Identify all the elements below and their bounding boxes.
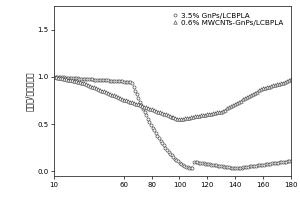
Line: 3.5% GnPs/LCBPLA: 3.5% GnPs/LCBPLA — [52, 75, 292, 170]
Y-axis label: 电导率/起始电导率: 电导率/起始电导率 — [26, 71, 34, 111]
0.6% MWCNTs-GnPs/LCBPLA — [178, 118, 181, 121]
0.6% MWCNTs-GnPs/LCBPLA — [52, 76, 56, 78]
0.6% MWCNTs-GnPs/LCBPLA — [102, 90, 106, 93]
3.5% GnPs/LCBPLA — [176, 160, 180, 163]
Line: 0.6% MWCNTs-GnPs/LCBPLA: 0.6% MWCNTs-GnPs/LCBPLA — [52, 75, 293, 121]
3.5% GnPs/LCBPLA — [130, 82, 134, 84]
0.6% MWCNTs-GnPs/LCBPLA — [283, 81, 287, 83]
0.6% MWCNTs-GnPs/LCBPLA — [218, 111, 221, 113]
0.6% MWCNTs-GnPs/LCBPLA — [242, 98, 245, 101]
3.5% GnPs/LCBPLA — [216, 164, 220, 167]
0.6% MWCNTs-GnPs/LCBPLA — [116, 96, 119, 98]
3.5% GnPs/LCBPLA — [233, 167, 237, 170]
Legend: 3.5% GnPs/LCBPLA, 0.6% MWCNTs-GnPs/LCBPLA: 3.5% GnPs/LCBPLA, 0.6% MWCNTs-GnPs/LCBPL… — [171, 11, 285, 27]
3.5% GnPs/LCBPLA — [186, 166, 189, 168]
0.6% MWCNTs-GnPs/LCBPLA — [289, 78, 293, 80]
3.5% GnPs/LCBPLA — [289, 160, 293, 162]
3.5% GnPs/LCBPLA — [249, 165, 253, 167]
3.5% GnPs/LCBPLA — [146, 117, 150, 120]
0.6% MWCNTs-GnPs/LCBPLA — [186, 117, 189, 119]
3.5% GnPs/LCBPLA — [52, 76, 56, 78]
